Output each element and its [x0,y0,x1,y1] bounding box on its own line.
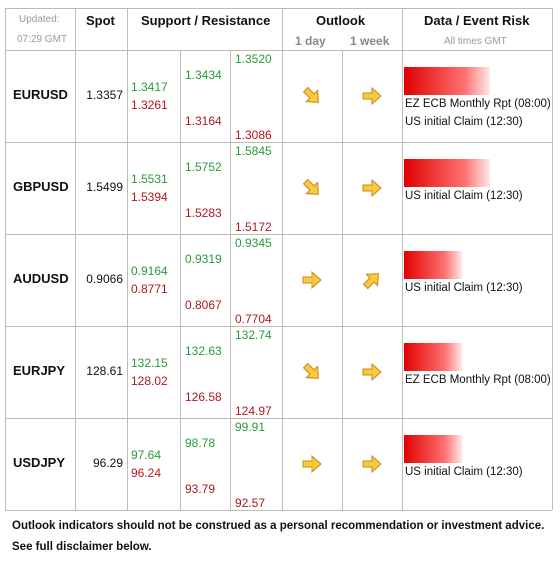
updated-time: 07:29 GMT [17,34,68,45]
support: 126.58 [185,390,222,404]
grid-line [552,8,553,510]
support: 124.97 [235,404,272,418]
times-note: All times GMT [444,36,507,47]
grid-line [5,234,552,235]
event: US initial Claim (12:30) [405,282,523,294]
outlook-arrow [302,270,322,290]
resistance: 132.15 [131,356,168,370]
spot: 1.5499 [86,180,123,194]
event-header: Data / Event Risk [424,13,530,28]
grid-line [5,510,552,511]
outlook-arrow [362,178,382,198]
support: 1.3261 [131,98,168,112]
footer-line: See full disclaimer below. [12,541,152,553]
support: 1.5394 [131,190,168,204]
spot-header: Spot [86,13,115,28]
event: US initial Claim (12:30) [405,466,523,478]
spot: 0.9066 [86,272,123,286]
sr-header: Support / Resistance [141,13,271,28]
outlook-arrow [362,273,379,290]
risk-bar [404,159,490,187]
grid-line [5,326,552,327]
pair: EURJPY [13,363,66,378]
resistance: 132.63 [185,344,222,358]
grid-line [5,418,552,419]
pair: GBPUSD [13,179,69,194]
pair: EURUSD [13,87,68,102]
risk-bar [404,67,490,95]
resistance: 98.78 [185,436,216,450]
outlook-arrow [362,454,382,474]
spot: 96.29 [92,456,123,470]
grid-line [5,8,552,9]
risk-bar [404,251,462,279]
grid-line [127,8,128,510]
support: 0.8067 [185,298,222,312]
resistance: 0.9319 [185,252,222,266]
resistance: 97.64 [131,448,162,462]
grid-line [342,50,343,510]
outlook-arrow [302,362,319,379]
one-week-header: 1 week [350,34,390,48]
one-day-header: 1 day [295,34,326,48]
grid-line [75,8,76,510]
grid-line [180,50,181,510]
event: EZ ECB Monthly Rpt (08:00) [405,374,551,386]
support: 92.57 [235,496,266,510]
support: 1.5283 [185,206,222,220]
support: 93.79 [185,482,216,496]
risk-bar [404,343,462,371]
grid-line [230,50,231,510]
outlook-arrow [362,362,382,382]
resistance: 1.5845 [235,144,272,158]
support: 0.7704 [235,312,272,326]
resistance: 0.9345 [235,236,272,250]
resistance: 1.3434 [185,68,222,82]
support: 1.5172 [235,220,272,234]
outlook-arrow [302,178,319,195]
pair: USDJPY [13,455,66,470]
risk-bar [404,435,462,463]
resistance: 132.74 [235,328,272,342]
support: 128.02 [131,374,168,388]
event: US initial Claim (12:30) [405,116,523,128]
pair: AUDUSD [13,271,69,286]
resistance: 1.5531 [131,172,168,186]
outlook-arrow [302,86,319,103]
grid-line [282,8,283,510]
grid-line [402,8,403,510]
support: 96.24 [131,466,162,480]
resistance: 0.9164 [131,264,168,278]
grid-line [5,8,6,510]
grid-line [5,50,552,51]
grid-line [5,142,552,143]
resistance: 1.3520 [235,52,272,66]
updated-label: Updated: [19,14,60,25]
event: US initial Claim (12:30) [405,190,523,202]
outlook-arrow [302,454,322,474]
support: 1.3164 [185,114,222,128]
support: 0.8771 [131,282,168,296]
resistance: 99.91 [235,420,266,434]
resistance: 1.3417 [131,80,168,94]
outlook-header: Outlook [316,13,366,28]
resistance: 1.5752 [185,160,222,174]
footer-line: Outlook indicators should not be constru… [12,520,545,532]
event: EZ ECB Monthly Rpt (08:00) [405,98,551,110]
spot: 128.61 [86,364,123,378]
outlook-arrow [362,86,382,106]
spot: 1.3357 [86,88,123,102]
support: 1.3086 [235,128,272,142]
